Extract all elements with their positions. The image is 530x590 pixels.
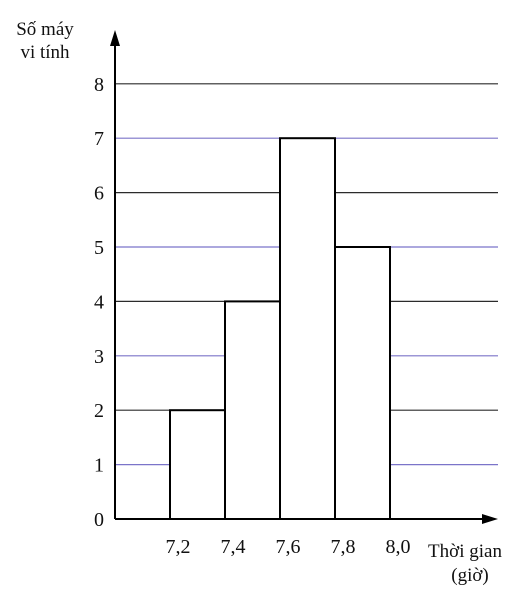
histogram-bars (169, 137, 391, 521)
x-axis-label-line-2: (giờ) (451, 565, 488, 586)
x-tick-label-7,2: 7,2 (166, 536, 191, 558)
y-tick-label-5: 5 (94, 237, 104, 259)
y-tick-label-6: 6 (94, 183, 104, 205)
y-axis-label-line-2: vi tính (20, 42, 70, 63)
bar-7,6-7,8 (279, 137, 336, 520)
x-axis-label-line-1: Thời gian (428, 541, 502, 562)
y-tick-label-1: 1 (94, 455, 104, 477)
x-tick-label-8,0: 8,0 (386, 536, 411, 558)
bar-7,2-7,4 (169, 409, 226, 521)
y-tick-label-4: 4 (94, 291, 104, 313)
x-axis-arrow (482, 514, 498, 524)
bar-7,8-8,0 (334, 246, 391, 520)
x-tick-labels: 7,2 7,4 7,6 7,8 8,0 (166, 536, 411, 558)
x-tick-label-7,6: 7,6 (276, 536, 301, 558)
x-tick-label-7,4: 7,4 (221, 536, 246, 558)
y-tick-label-8: 8 (94, 74, 104, 96)
y-tick-label-2: 2 (94, 400, 104, 422)
y-tick-labels: 0 1 2 3 4 5 6 7 8 (94, 74, 104, 531)
y-tick-label-3: 3 (94, 346, 104, 368)
axes (110, 30, 498, 524)
x-tick-label-7,8: 7,8 (331, 536, 356, 558)
y-axis-arrow (110, 30, 120, 46)
y-tick-label-7: 7 (94, 128, 104, 150)
y-axis-label-line-1: Số máy (16, 19, 74, 40)
y-tick-label-0: 0 (94, 509, 104, 531)
bar-7,4-7,6 (224, 300, 281, 520)
